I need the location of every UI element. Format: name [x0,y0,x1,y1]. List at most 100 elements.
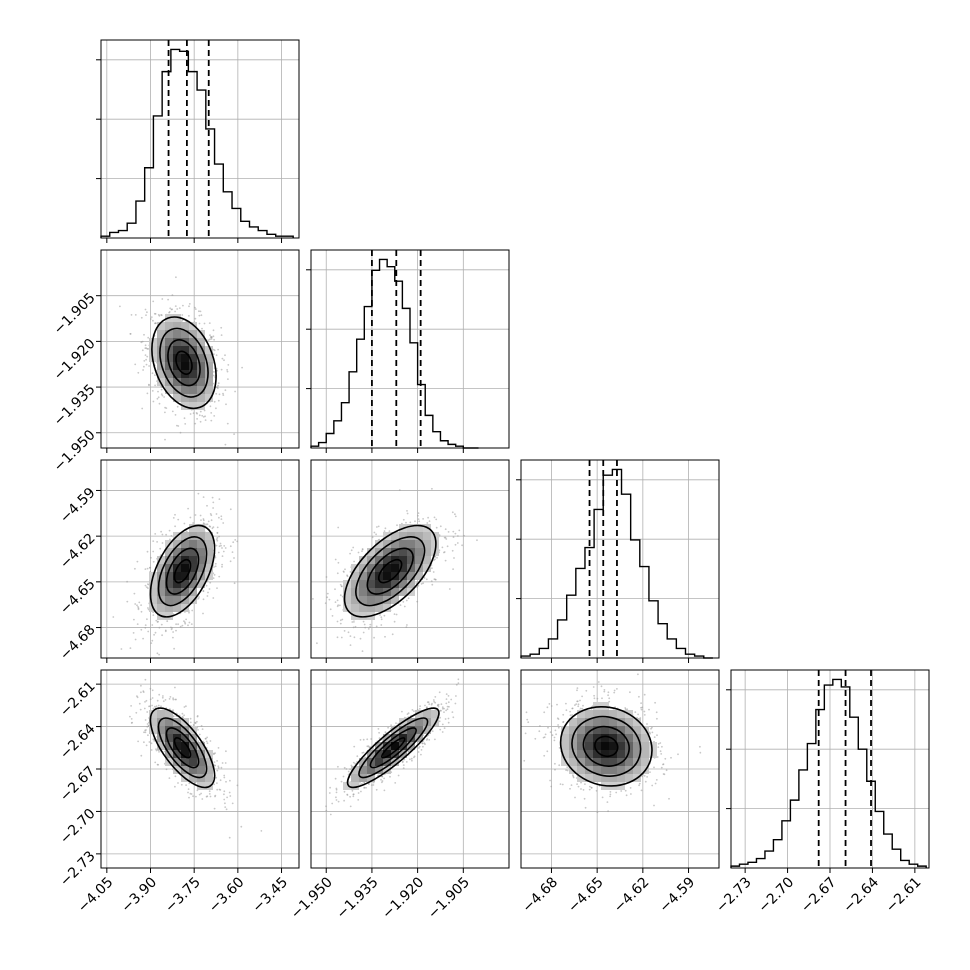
scatter-point [157,700,159,702]
scatter-point [211,338,213,340]
scatter-point [137,741,139,743]
scatter-point [136,604,138,606]
scatter-point [363,739,365,741]
scatter-point [129,333,131,335]
y-tick-label: −4.68 [57,622,99,664]
scatter-point [169,307,171,309]
scatter-point [214,765,216,767]
scatter-point [219,498,221,500]
scatter-point [210,412,212,414]
density-cell [197,766,205,774]
scatter-point [206,505,208,507]
scatter-point [175,305,177,307]
scatter-point [158,694,160,696]
scatter-point [210,336,212,338]
scatter-point [140,755,142,757]
scatter-point [457,542,459,544]
scatter-point [316,642,318,644]
histogram-panel-0 [96,39,300,243]
scatter-point [131,718,133,720]
scatter-point [225,389,227,391]
scatter-point [217,765,219,767]
scatter-point [378,728,380,730]
scatter-point [187,792,189,794]
scatter-point [154,762,156,764]
scatter-point [126,581,128,583]
scatter-point [213,375,215,377]
scatter-point [445,528,447,530]
x-tick-label: −3.90 [119,874,161,916]
scatter-point [406,624,408,626]
scatter-point [330,814,332,816]
scatter-point [325,805,327,807]
scatter-point [223,793,225,795]
scatter-point [371,784,373,786]
scatter-point [335,559,337,561]
scatter-point [400,604,402,606]
scatter-point [337,572,339,574]
scatter-point [376,626,378,628]
scatter-point [201,798,203,800]
scatter-point [212,527,214,529]
scatter-point [157,621,159,623]
density-cell [181,362,189,370]
scatter-point [427,517,429,519]
scatter-point [230,560,232,562]
scatter-point [341,781,343,783]
scatter-point [203,598,205,600]
scatter-point [453,536,455,538]
scatter-point [405,522,407,524]
scatter-point [201,725,203,727]
scatter-point [161,624,163,626]
scatter-point [218,400,220,402]
scatter-point [406,626,408,628]
scatter-point [148,384,150,386]
scatter-point [454,513,456,515]
scatter-point [206,796,208,798]
scatter-point [226,808,228,810]
scatter-point [200,519,202,521]
scatter-point [133,619,135,621]
scatter-point [212,502,214,504]
scatter-point [193,412,195,414]
scatter-point [233,557,235,559]
scatter-point [147,723,149,725]
scatter-point [434,578,436,580]
scatter-point [329,792,331,794]
scatter-point [216,513,218,515]
scatter-point [360,638,362,640]
density-cell [205,774,213,782]
scatter-point [399,489,401,491]
x-tick-label: −3.45 [250,874,292,916]
scatter-point [165,407,167,409]
scatter-point [222,358,224,360]
scatter-point [312,598,314,600]
scatter-point [402,761,404,763]
scatter-point [151,742,153,744]
scatter-point [161,389,163,391]
density-cell [383,572,391,580]
scatter-point [233,433,235,435]
scatter-point [172,699,174,701]
density-cell [431,540,439,548]
scatter-point [380,624,382,626]
scatter-point [404,606,406,608]
scatter-point [199,323,201,325]
scatter-point [389,776,391,778]
scatter-point [138,608,140,610]
scatter-point [203,496,205,498]
scatter-point [214,795,216,797]
scatter-point [145,585,147,587]
scatter-point [445,560,447,562]
scatter-point [200,421,202,423]
scatter-point [383,778,385,780]
scatter-point [223,545,225,547]
scatter-point [199,414,201,416]
scatter-point [153,634,155,636]
scatter-point [452,550,454,552]
scatter-point [166,620,168,622]
scatter-point [221,369,223,371]
scatter-point [199,315,201,317]
scatter-point [139,703,141,705]
scatter-point [347,794,349,796]
